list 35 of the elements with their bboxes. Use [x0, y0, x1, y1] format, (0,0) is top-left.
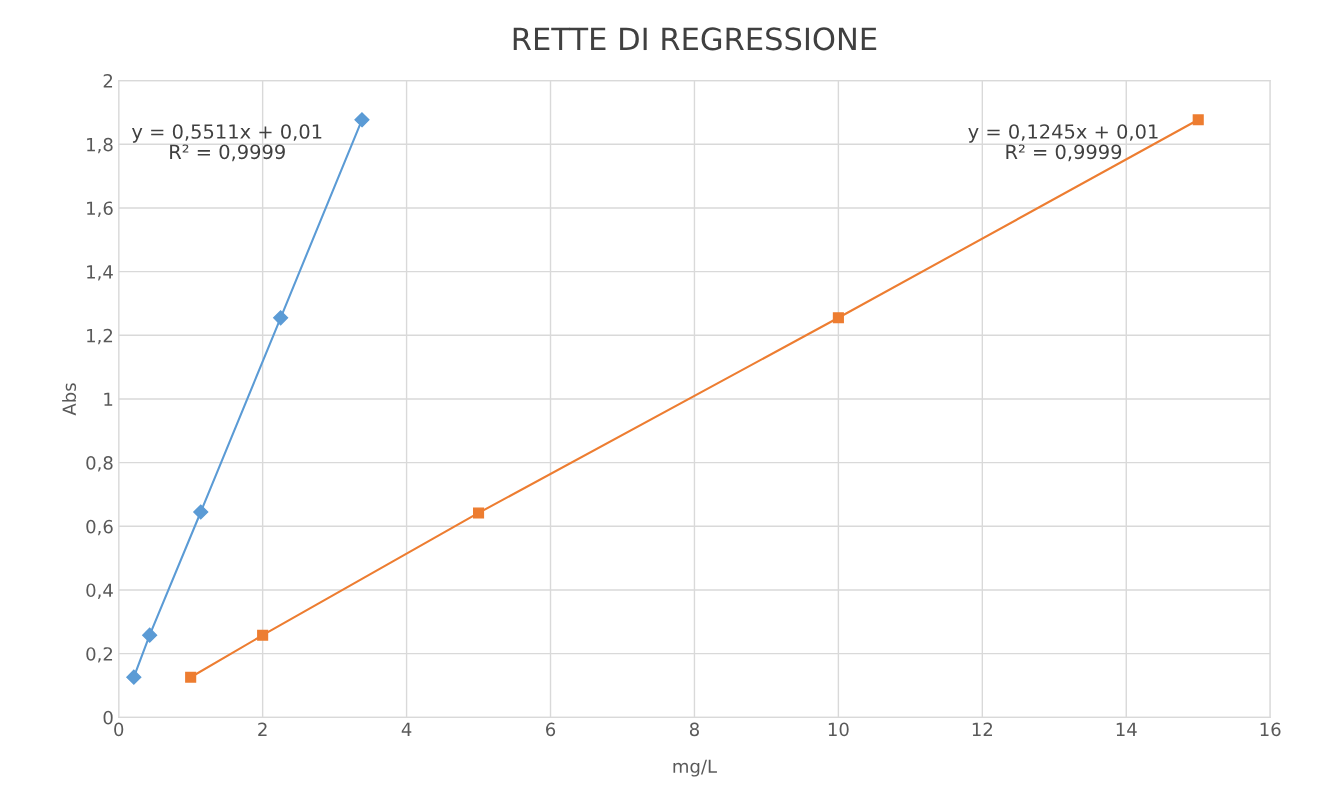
point [472, 507, 485, 519]
y-tick-label: 0 [103, 710, 113, 725]
y-tick-label: 0,6 [86, 519, 113, 536]
point [142, 627, 158, 643]
point [1192, 114, 1204, 126]
annotation: y = 0,1245x + 0,01 R² = 0,9999 [968, 124, 1158, 162]
x-tick-label: 4 [401, 722, 412, 736]
y-tick-label: 1,4 [87, 265, 113, 281]
point [193, 504, 209, 520]
point [354, 112, 370, 128]
point [273, 310, 289, 326]
point [832, 312, 844, 324]
annotation: y = 0,5511x + 0,01 R² = 0,9999 [132, 124, 322, 162]
point [257, 629, 269, 641]
chart-title: RETTE DI REGRESSIONE [513, 27, 877, 51]
point [185, 671, 197, 683]
y-axis-title: Abs [62, 383, 77, 416]
y-tick-label: 1,2 [87, 328, 113, 345]
x-tick-label: 10 [828, 722, 849, 737]
y-tick-label: 1,6 [87, 201, 113, 217]
y-tick-label: 1 [104, 392, 113, 406]
y-tick-label: 0,8 [86, 456, 113, 472]
y-tick-label: 0,4 [86, 583, 113, 599]
x-tick-label: 12 [972, 722, 992, 736]
y-tick-label: 0,2 [86, 647, 113, 663]
x-tick-label: 2 [258, 722, 267, 736]
x-tick-label: 14 [1116, 722, 1137, 736]
x-axis-title: mg/L [673, 759, 717, 777]
x-tick-label: 0 [114, 722, 124, 737]
y-tick-label: 1,8 [87, 137, 113, 154]
x-tick-label: 6 [546, 722, 556, 737]
point [126, 669, 142, 685]
y-tick-label: 2 [103, 74, 113, 88]
x-tick-label: 8 [689, 722, 699, 737]
x-tick-label: 16 [1260, 722, 1281, 737]
